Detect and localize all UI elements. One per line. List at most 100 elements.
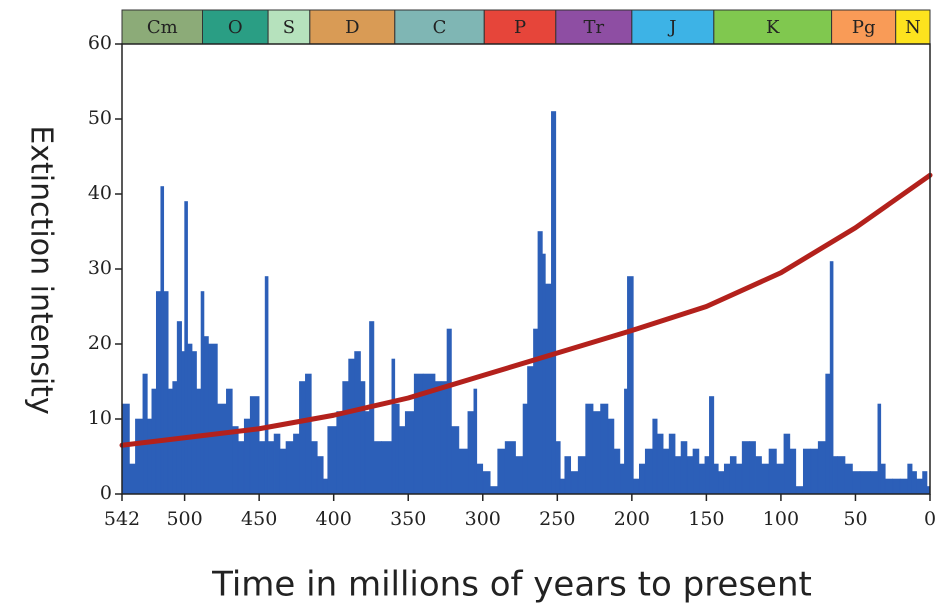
x-tick-label: 0 [924,508,936,530]
bar [196,388,202,495]
x-tick-label: 350 [390,508,426,530]
bar [768,448,777,495]
bar [545,283,552,495]
bar [476,463,484,495]
bar [844,463,853,495]
bar [789,448,797,495]
bar [249,396,260,495]
bar [440,381,448,495]
x-tick-label: 400 [316,508,352,530]
bar [600,403,609,495]
bar [336,411,343,495]
bar [279,448,287,495]
bar [285,441,294,495]
y-axis-title: Extinction intensity [24,125,59,414]
bar [859,471,871,495]
bar [852,471,861,495]
x-tick-label: 250 [539,508,575,530]
bar [537,231,543,495]
x-tick-label: 542 [104,508,140,530]
y-tick-label: 0 [100,482,112,504]
bar [656,433,664,495]
bar [200,291,205,495]
x-tick-label: 300 [465,508,501,530]
period-label: P [514,17,526,38]
bar [533,328,539,495]
bar [810,448,819,495]
bar [619,463,625,495]
bar [559,478,566,495]
bar [633,478,640,495]
bar [662,448,670,495]
bar [570,471,579,495]
bar [264,276,269,495]
y-tick-label: 30 [88,257,112,279]
bar [446,328,452,495]
period-band [483,9,557,45]
bar [381,441,393,495]
period-label: N [905,17,921,38]
period-label: O [228,17,243,38]
bar [311,441,318,495]
bar [121,403,130,495]
bar [709,396,715,495]
bar [870,471,879,495]
bar [613,448,621,495]
bar [322,478,329,495]
bar [203,336,209,495]
bar [592,411,601,495]
bar [899,478,908,495]
bar [129,463,136,495]
bar [880,463,886,495]
period-label: C [433,17,447,38]
bar [907,463,913,495]
bar [542,253,546,495]
bar [718,471,725,495]
bar [473,388,478,495]
bar [911,471,917,495]
bar [237,441,245,495]
bar [892,478,901,495]
x-tick-label: 500 [166,508,202,530]
period-label: Pg [852,17,876,38]
period-label: J [667,17,676,38]
bar [458,448,469,495]
bar [354,351,361,495]
period-band [895,9,931,45]
bar [527,366,534,495]
bar [674,456,682,495]
bar [555,441,561,495]
bar [607,418,615,495]
bar [698,463,706,495]
bar [638,463,646,495]
x-tick-label: 200 [614,508,650,530]
bar [181,351,185,495]
bar [360,381,366,495]
period-label: Cm [147,17,178,38]
bar [686,456,694,495]
bar [142,373,148,495]
period-label: D [345,17,359,38]
bar [741,441,750,495]
bar [191,351,197,495]
bar [434,381,442,495]
bar [795,486,804,495]
bar [564,456,572,495]
bar [155,291,162,495]
x-tick-label: 50 [843,508,867,530]
trend-line [119,172,933,448]
bar [305,373,312,495]
x-tick-label: 150 [688,508,724,530]
bar [267,441,275,495]
period-band [831,9,897,45]
x-axis-title: Time in millions of years to present [211,565,812,605]
bar [652,418,658,495]
bar [832,456,838,495]
bar [922,471,928,495]
bar [489,486,498,495]
x-tick-label: 450 [241,508,277,530]
bar [342,381,349,495]
bar [497,448,506,495]
bar [585,403,594,495]
bar [273,433,281,495]
